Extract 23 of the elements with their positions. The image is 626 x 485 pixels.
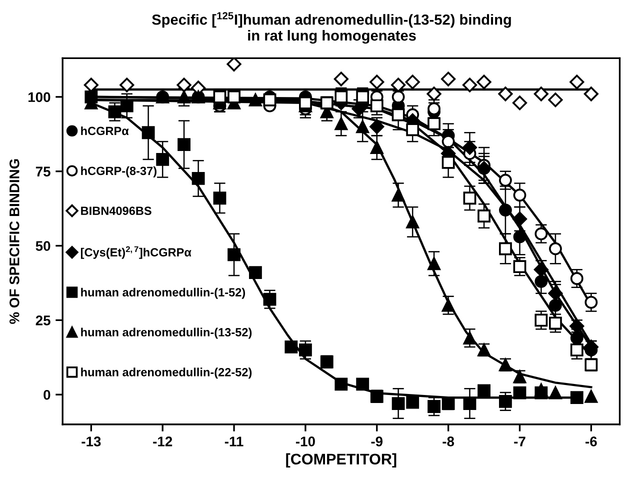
legend-label: hCGRPα [81,126,129,136]
legend-label: human adrenomedullin-(22-52) [81,368,252,379]
legend-label: human adrenomedullin-(1-52) [81,288,246,299]
y-tick-label: 50 [36,241,50,251]
x-tick-label: -8 [442,436,454,446]
legend-label: BIBN4096BS [81,206,152,215]
x-tick-label: -6 [586,436,597,446]
x-tick-label: -7 [514,436,526,446]
y-tick-label: 0 [44,390,50,400]
x-tick-label: -13 [82,436,101,446]
x-tick-label: -12 [153,436,172,446]
legend-label: [Cys(Et)$^{2,7}$]hCGRPα [80,246,192,259]
chart-title: Specific [$^{125}$I]human adrenomedullin-(13-52) binding in rat lung homogenates [152,12,511,44]
legend-label: hCGRP-(8-37) [81,166,156,178]
legend-label: human adrenomedullin-(13-52) [81,328,252,339]
y-tick-label: 75 [36,166,50,176]
y-tick-label: 100 [28,92,50,102]
x-tick-label: -9 [371,436,383,446]
x-tick-label: -11 [224,436,244,446]
x-axis-title: [COMPETITOR] [286,453,396,468]
y-tick-label: 25 [36,316,50,326]
y-axis-title: % OF SPECIFIC BINDING [9,159,20,324]
x-tick-label: -10 [296,436,315,446]
